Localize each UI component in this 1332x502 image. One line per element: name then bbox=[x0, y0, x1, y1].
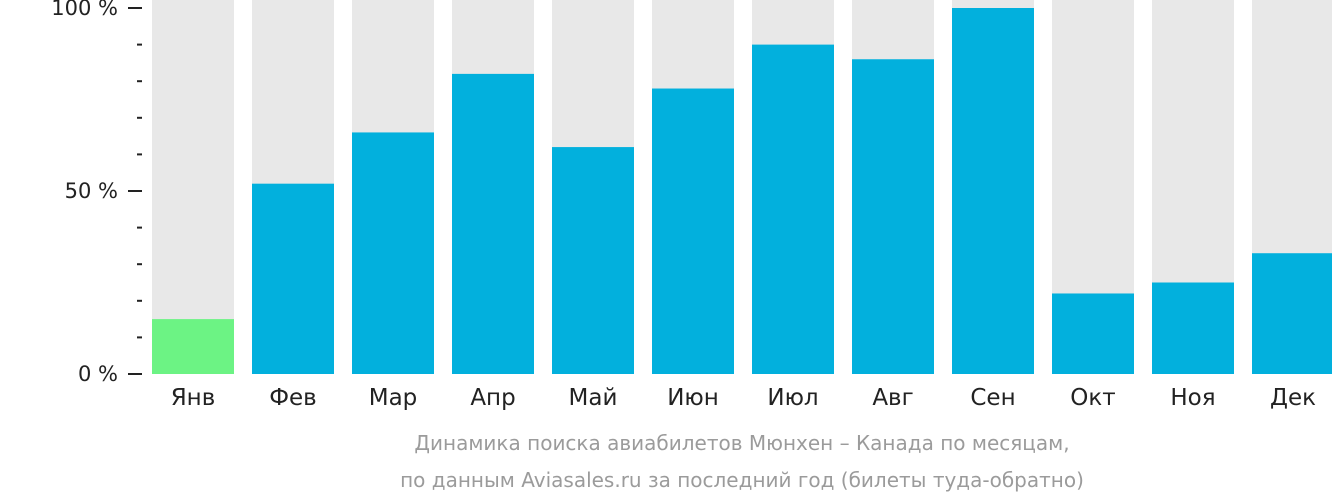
x-tick-label: Янв bbox=[171, 385, 216, 411]
x-tick-label: Май bbox=[569, 385, 618, 411]
bar-8 bbox=[852, 59, 934, 375]
caption-line-2: по данным Aviasales.ru за последний год … bbox=[400, 468, 1084, 492]
y-tick-label: 50 % bbox=[65, 179, 118, 203]
x-tick-label: Авг bbox=[872, 385, 913, 411]
bar-6 bbox=[652, 88, 734, 375]
y-tick-label: 0 % bbox=[78, 362, 118, 386]
x-tick-label: Сен bbox=[970, 385, 1015, 411]
bar-9 bbox=[952, 8, 1034, 374]
x-tick-label: Фев bbox=[269, 385, 317, 411]
bar-1 bbox=[152, 319, 234, 374]
bar-10 bbox=[1052, 293, 1134, 374]
caption-line-1: Динамика поиска авиабилетов Мюнхен – Кан… bbox=[414, 431, 1069, 455]
x-tick-label: Июл bbox=[767, 385, 818, 411]
x-tick-label: Апр bbox=[470, 385, 515, 411]
x-tick-label: Июн bbox=[667, 385, 719, 411]
bar-track bbox=[152, 0, 234, 374]
x-tick-label: Окт bbox=[1070, 385, 1115, 411]
bar-11 bbox=[1152, 282, 1234, 374]
y-tick-label: 100 % bbox=[51, 0, 118, 20]
bar-4 bbox=[452, 73, 534, 374]
bar-7 bbox=[752, 44, 834, 374]
bar-12 bbox=[1252, 253, 1332, 374]
x-tick-label: Дек bbox=[1270, 385, 1316, 411]
x-tick-label: Ноя bbox=[1170, 385, 1215, 411]
bars-group bbox=[152, 0, 1332, 375]
y-axis: 0 % 50 % 100 % bbox=[51, 0, 142, 386]
bar-5 bbox=[552, 147, 634, 374]
bar-2 bbox=[252, 183, 334, 374]
x-axis-labels: Янв Фев Мар Апр Май Июн Июл Авг Сен Окт Ноя Дек bbox=[171, 385, 1316, 411]
x-tick-label: Мар bbox=[369, 385, 418, 411]
bar-3 bbox=[352, 132, 434, 374]
